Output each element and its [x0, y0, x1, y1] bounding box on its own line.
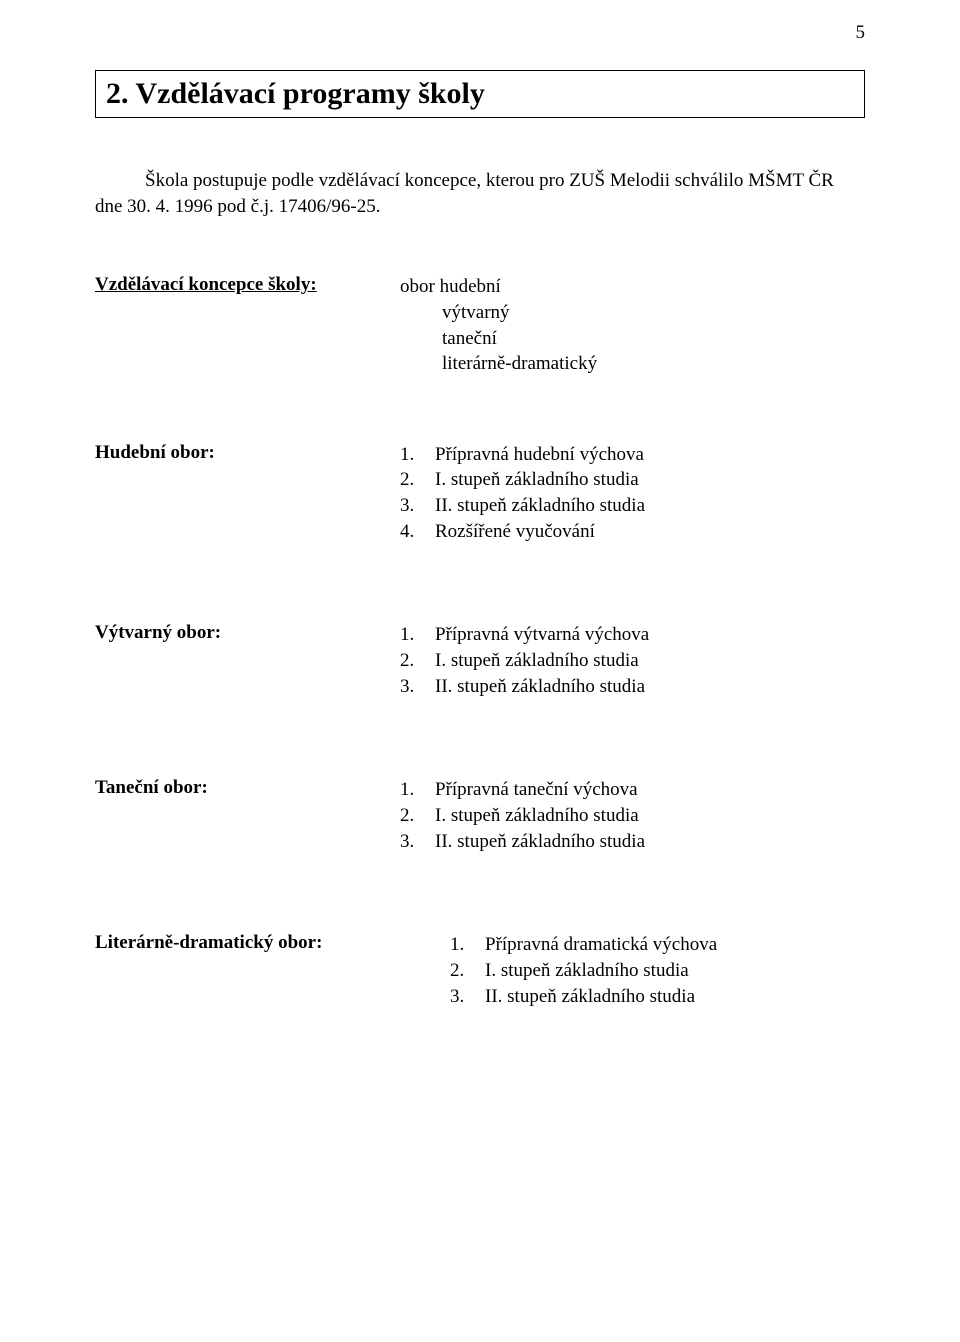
obor-item-text: Přípravná výtvarná výchova — [435, 622, 649, 648]
obor-item-num: 2. — [400, 648, 435, 674]
section-title: 2. Vzdělávací programy školy — [106, 77, 854, 111]
obor-item: 2. I. stupeň základního studia — [400, 648, 649, 674]
obor-item-num: 1. — [450, 932, 485, 958]
obor-block-hudebni: Hudební obor: 1. Přípravná hudební výcho… — [95, 442, 865, 545]
obor-item-num: 1. — [400, 442, 435, 468]
obor-item: 3. II. stupeň základního studia — [400, 493, 645, 519]
obor-item-text: I. stupeň základního studia — [435, 467, 639, 493]
obor-items: 1. Přípravná taneční výchova 2. I. stupe… — [400, 777, 645, 854]
obor-item-num: 3. — [400, 829, 435, 855]
obor-item: 3. II. stupeň základního studia — [400, 674, 649, 700]
obor-label: Výtvarný obor: — [95, 622, 400, 699]
obor-item-num: 1. — [400, 777, 435, 803]
obor-item-num: 2. — [450, 958, 485, 984]
obor-item-num: 2. — [400, 467, 435, 493]
obor-item: 3. II. stupeň základního studia — [450, 984, 717, 1010]
obor-label: Literárně-dramatický obor: — [95, 932, 450, 1009]
obor-item: 2. I. stupeň základního studia — [450, 958, 717, 984]
page-number: 5 — [856, 22, 866, 44]
obor-block-vytvarny: Výtvarný obor: 1. Přípravná výtvarná výc… — [95, 622, 865, 699]
obor-item-num: 3. — [400, 493, 435, 519]
obor-item-num: 1. — [400, 622, 435, 648]
koncepce-label: Vzdělávací koncepce školy: — [95, 274, 400, 377]
obor-item-text: II. stupeň základního studia — [485, 984, 695, 1010]
koncepce-item: literárně-dramatický — [400, 351, 597, 377]
obor-item: 1. Přípravná výtvarná výchova — [400, 622, 649, 648]
koncepce-item: taneční — [400, 326, 597, 352]
obor-item: 4. Rozšířené vyučování — [400, 519, 645, 545]
obor-item-text: Přípravná hudební výchova — [435, 442, 644, 468]
obor-item-num: 3. — [450, 984, 485, 1010]
obor-label: Hudební obor: — [95, 442, 400, 545]
obor-item-num: 3. — [400, 674, 435, 700]
obor-item-text: Rozšířené vyučování — [435, 519, 595, 545]
obor-items: 1. Přípravná výtvarná výchova 2. I. stup… — [400, 622, 649, 699]
obor-item: 1. Přípravná dramatická výchova — [450, 932, 717, 958]
koncepce-item: výtvarný — [400, 300, 597, 326]
obor-items: 1. Přípravná dramatická výchova 2. I. st… — [450, 932, 717, 1009]
obor-item-num: 2. — [400, 803, 435, 829]
obor-block-literarni: Literárně-dramatický obor: 1. Přípravná … — [95, 932, 865, 1009]
obor-item-text: II. stupeň základního studia — [435, 493, 645, 519]
koncepce-row: Vzdělávací koncepce školy: obor hudební … — [95, 274, 865, 377]
obor-item-text: I. stupeň základního studia — [435, 648, 639, 674]
koncepce-item: obor hudební — [400, 274, 597, 300]
obor-item-text: II. stupeň základního studia — [435, 829, 645, 855]
intro-paragraph: Škola postupuje podle vzdělávací koncepc… — [95, 168, 865, 219]
page: 5 2. Vzdělávací programy školy Škola pos… — [0, 0, 960, 1342]
obor-item-text: I. stupeň základního studia — [435, 803, 639, 829]
obor-item-num: 4. — [400, 519, 435, 545]
obor-item: 3. II. stupeň základního studia — [400, 829, 645, 855]
obor-item-text: Přípravná taneční výchova — [435, 777, 638, 803]
obor-item: 2. I. stupeň základního studia — [400, 467, 645, 493]
obor-block-tanecni: Taneční obor: 1. Přípravná taneční výcho… — [95, 777, 865, 854]
obor-item-text: II. stupeň základního studia — [435, 674, 645, 700]
obor-item-text: I. stupeň základního studia — [485, 958, 689, 984]
obor-item: 1. Přípravná hudební výchova — [400, 442, 645, 468]
obor-item-text: Přípravná dramatická výchova — [485, 932, 717, 958]
koncepce-list: obor hudební výtvarný taneční literárně-… — [400, 274, 597, 377]
obor-item: 2. I. stupeň základního studia — [400, 803, 645, 829]
obor-items: 1. Přípravná hudební výchova 2. I. stupe… — [400, 442, 645, 545]
section-title-box: 2. Vzdělávací programy školy — [95, 70, 865, 118]
obor-item: 1. Přípravná taneční výchova — [400, 777, 645, 803]
obor-label: Taneční obor: — [95, 777, 400, 854]
